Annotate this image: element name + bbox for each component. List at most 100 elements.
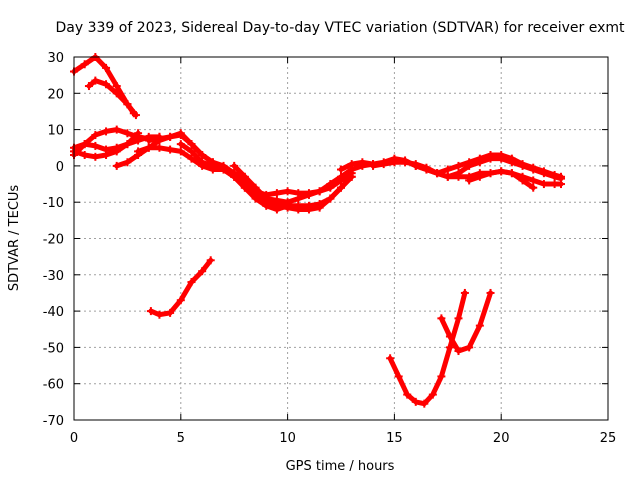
data-point xyxy=(208,161,217,170)
data-point xyxy=(176,140,185,149)
data-point xyxy=(91,152,100,161)
data-point xyxy=(123,158,132,167)
data-point xyxy=(486,169,495,178)
data-point xyxy=(460,288,469,297)
data-point xyxy=(134,129,143,138)
y-tick-label: 10 xyxy=(47,124,64,139)
data-point xyxy=(304,205,313,214)
data-point xyxy=(187,278,196,287)
data-point xyxy=(529,165,538,174)
y-tick-label: -30 xyxy=(43,269,64,284)
data-point xyxy=(102,127,111,136)
x-tick-label: 15 xyxy=(386,431,403,446)
data-point xyxy=(294,194,303,203)
y-tick-label: 0 xyxy=(56,160,64,175)
data-point xyxy=(465,176,474,185)
data-point xyxy=(475,321,484,330)
data-point xyxy=(198,158,207,167)
data-point xyxy=(102,63,111,72)
data-point xyxy=(465,343,474,352)
x-tick-label: 10 xyxy=(279,431,296,446)
data-point xyxy=(134,136,143,145)
data-point xyxy=(112,82,121,91)
data-point xyxy=(497,154,506,163)
data-point xyxy=(326,194,335,203)
data-point xyxy=(315,187,324,196)
data-point xyxy=(386,354,395,363)
data-point xyxy=(529,176,538,185)
data-point xyxy=(91,131,100,140)
x-axis-label: GPS time / hours xyxy=(286,459,395,474)
data-point xyxy=(230,161,239,170)
x-tick-labels: 0 5 10 15 20 25 xyxy=(70,431,616,446)
data-point xyxy=(358,158,367,167)
data-point xyxy=(518,161,527,170)
data-point xyxy=(465,161,474,170)
data-point xyxy=(144,136,153,145)
data-point xyxy=(240,183,249,192)
data-point xyxy=(507,169,516,178)
data-point xyxy=(198,151,207,160)
data-point xyxy=(337,183,345,192)
data-point xyxy=(80,140,89,149)
data-point xyxy=(337,165,345,174)
data-point xyxy=(102,80,111,89)
data-point xyxy=(176,147,185,156)
data-point xyxy=(411,161,420,170)
data-point xyxy=(337,176,345,185)
data-point xyxy=(91,76,100,85)
data-point xyxy=(445,332,454,341)
data-point xyxy=(80,151,89,160)
y-tick-label: -10 xyxy=(43,196,64,211)
data-point xyxy=(187,154,196,163)
data-point xyxy=(390,158,399,167)
data-point xyxy=(347,160,356,169)
data-point xyxy=(219,165,228,174)
data-point xyxy=(443,165,452,174)
data-point xyxy=(262,194,271,203)
data-point xyxy=(283,187,292,196)
data-point xyxy=(84,82,93,91)
x-tick-label: 25 xyxy=(600,431,617,446)
series-line-arc-16 xyxy=(387,290,468,407)
y-axis-label: SDTVAR / TECUs xyxy=(7,185,22,292)
y-tick-label: 20 xyxy=(47,87,64,102)
y-tick-label: -60 xyxy=(43,378,64,393)
series-layer xyxy=(70,53,566,408)
y-tick-label: -20 xyxy=(43,233,64,248)
data-point xyxy=(304,190,313,199)
data-point xyxy=(187,147,196,156)
y-tick-label: -50 xyxy=(43,341,64,356)
data-point xyxy=(422,165,431,174)
data-point xyxy=(475,172,484,181)
data-point xyxy=(176,131,185,140)
data-point xyxy=(123,129,132,138)
data-point xyxy=(262,201,271,210)
x-tick-label: 5 xyxy=(177,431,185,446)
grid-lines xyxy=(74,57,608,420)
data-point xyxy=(401,158,410,167)
data-point xyxy=(80,60,89,69)
data-point xyxy=(166,132,175,141)
data-point xyxy=(129,109,138,118)
data-point xyxy=(176,296,185,305)
data-point xyxy=(403,390,412,399)
data-point xyxy=(146,307,155,316)
data-point xyxy=(123,100,132,109)
x-tick-label: 0 xyxy=(70,431,78,446)
data-point xyxy=(112,161,121,170)
data-point xyxy=(272,189,281,198)
data-point xyxy=(112,89,121,98)
data-point xyxy=(155,310,164,319)
data-point xyxy=(294,205,303,214)
data-point xyxy=(443,172,452,181)
data-point xyxy=(326,183,335,192)
data-point xyxy=(486,154,495,163)
data-point xyxy=(518,176,527,185)
data-point xyxy=(486,288,495,297)
data-point xyxy=(91,141,100,150)
data-point xyxy=(102,151,111,160)
data-point xyxy=(240,172,249,181)
